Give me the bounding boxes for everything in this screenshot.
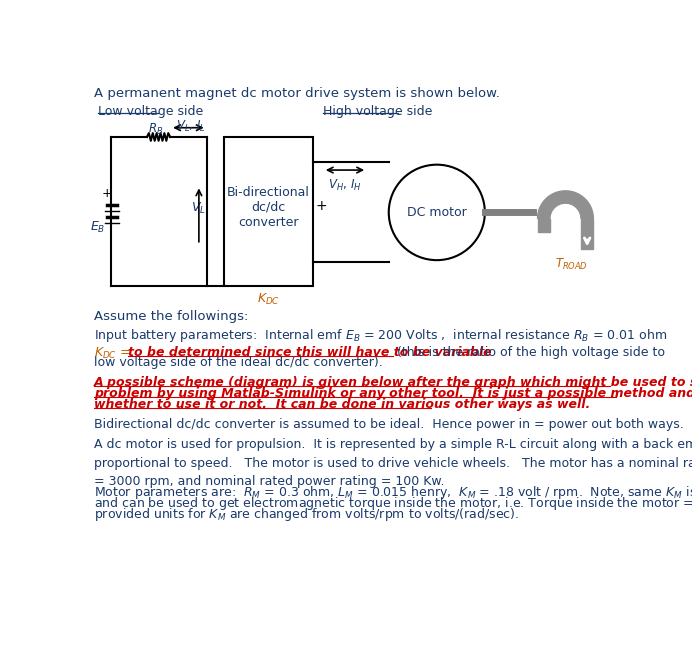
Text: to be determined since this will have to be variable: to be determined since this will have to… xyxy=(128,346,492,358)
Text: A dc motor is used for propulsion.  It is represented by a simple R-L circuit al: A dc motor is used for propulsion. It is… xyxy=(94,438,692,488)
Text: $V_L$, $I_L$: $V_L$, $I_L$ xyxy=(176,119,206,133)
Text: Bidirectional dc/dc converter is assumed to be ideal.  Hence power in = power ou: Bidirectional dc/dc converter is assumed… xyxy=(94,418,684,431)
Polygon shape xyxy=(538,191,593,218)
Text: +: + xyxy=(102,187,113,200)
Text: DC motor: DC motor xyxy=(407,206,466,219)
Text: Motor parameters are:  $R_M$ = 0.3 ohm, $L_M$ = 0.015 henry,  $K_M$ = .18 volt /: Motor parameters are: $R_M$ = 0.3 ohm, $… xyxy=(94,484,692,501)
Text: Assume the followings:: Assume the followings: xyxy=(94,310,248,323)
Text: $R_B$: $R_B$ xyxy=(149,121,164,137)
Text: low voltage side of the ideal dc/dc converter).: low voltage side of the ideal dc/dc conv… xyxy=(94,356,383,370)
Text: (this is the ratio of the high voltage side to: (this is the ratio of the high voltage s… xyxy=(393,346,666,358)
Text: Low voltage side: Low voltage side xyxy=(98,104,203,117)
Text: Input battery parameters:  Internal emf $E_B$ = 200 Volts ,  internal resistance: Input battery parameters: Internal emf $… xyxy=(94,327,667,344)
Text: $T_{ROAD}$: $T_{ROAD}$ xyxy=(554,257,588,272)
Polygon shape xyxy=(538,218,550,232)
Text: A permanent magnet dc motor drive system is shown below.: A permanent magnet dc motor drive system… xyxy=(94,87,500,100)
Text: High voltage side: High voltage side xyxy=(323,104,432,117)
Text: Bi-directional
dc/dc
converter: Bi-directional dc/dc converter xyxy=(227,186,310,229)
Text: problem by using Matlab-Simulink or any other tool.  It is just a possible metho: problem by using Matlab-Simulink or any … xyxy=(94,387,692,400)
Text: and can be used to get electromagnetic torque inside the motor, i.e. Torque insi: and can be used to get electromagnetic t… xyxy=(94,495,692,512)
Text: $K_{DC}$: $K_{DC}$ xyxy=(257,292,280,307)
Text: $V_L$: $V_L$ xyxy=(191,201,206,216)
Bar xyxy=(224,137,313,286)
Text: +: + xyxy=(316,199,327,213)
Text: $V_H$, $I_H$: $V_H$, $I_H$ xyxy=(328,178,362,193)
Polygon shape xyxy=(581,218,593,249)
Text: whether to use it or not.  It can be done in various other ways as well.: whether to use it or not. It can be done… xyxy=(94,398,590,411)
Text: provided units for $K_M$ are changed from volts/rpm to volts/(rad/sec).: provided units for $K_M$ are changed fro… xyxy=(94,506,520,523)
Text: $K_{DC}$ =: $K_{DC}$ = xyxy=(94,346,132,361)
Text: A possible scheme (diagram) is given below after the graph which might be used t: A possible scheme (diagram) is given bel… xyxy=(94,376,692,389)
Text: $E_B$: $E_B$ xyxy=(91,220,106,235)
